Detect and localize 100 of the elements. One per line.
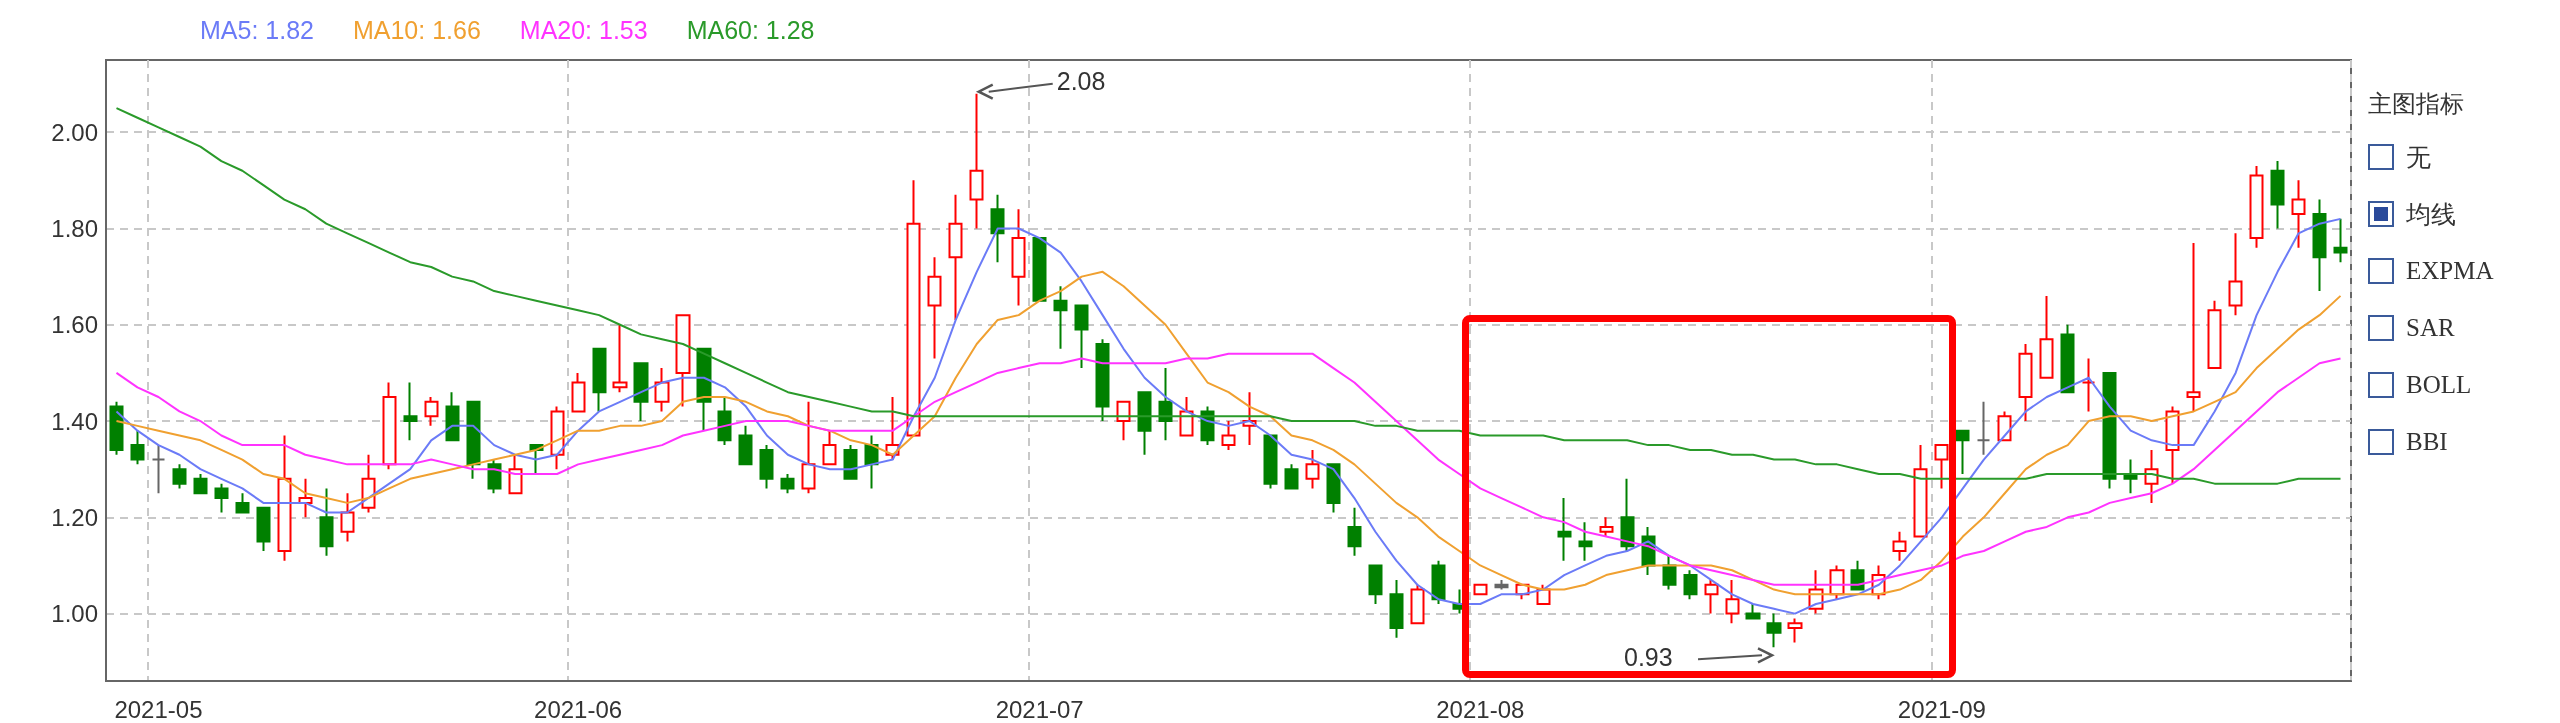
line-series bbox=[115, 352, 2342, 586]
candlestick bbox=[738, 424, 753, 466]
candlestick bbox=[1032, 237, 1047, 302]
candlestick bbox=[654, 367, 670, 413]
candlestick bbox=[2144, 448, 2159, 504]
candlestick bbox=[151, 444, 166, 495]
candlestick bbox=[1284, 463, 1299, 490]
text: EXPMA bbox=[2406, 257, 2494, 285]
candlestick bbox=[1494, 578, 1509, 591]
line-series bbox=[115, 270, 2342, 596]
candlestick bbox=[319, 487, 334, 557]
candlestick bbox=[1683, 569, 1698, 601]
text: MA20: 1.53 bbox=[519, 15, 648, 44]
text: MA10: 1.66 bbox=[352, 15, 481, 44]
candlestick bbox=[969, 92, 984, 230]
candlestick bbox=[403, 381, 418, 442]
text: 均线 bbox=[2406, 199, 2456, 230]
candlestick bbox=[466, 400, 481, 480]
candlestick bbox=[445, 391, 460, 442]
candlestick bbox=[906, 179, 921, 437]
annotation: 0.93 bbox=[1624, 642, 1673, 671]
candlestick bbox=[2249, 164, 2264, 249]
candlestick bbox=[2123, 458, 2138, 495]
text: 无 bbox=[2406, 142, 2431, 173]
candlestick bbox=[948, 193, 963, 321]
candlestick bbox=[571, 371, 586, 413]
candlestick bbox=[1620, 477, 1635, 553]
candlestick bbox=[1934, 444, 1949, 490]
candlestick bbox=[1074, 304, 1089, 370]
candlestick bbox=[864, 434, 879, 490]
candlestick bbox=[1955, 429, 1970, 475]
text: 主图指标 bbox=[2368, 89, 2465, 120]
x-tick-label: 2021-07 bbox=[995, 695, 1084, 723]
y-tick-label: 1.20 bbox=[51, 503, 98, 531]
text: SAR bbox=[2406, 314, 2455, 342]
candlestick bbox=[382, 381, 397, 471]
candlestick bbox=[508, 453, 523, 495]
candlestick bbox=[424, 395, 439, 427]
candlestick bbox=[2207, 299, 2222, 370]
candlestick bbox=[256, 506, 271, 553]
candlestick bbox=[2312, 198, 2327, 293]
candlestick bbox=[759, 444, 774, 490]
candlestick bbox=[2333, 217, 2348, 264]
candlestick bbox=[2228, 232, 2243, 317]
candlestick bbox=[1053, 285, 1068, 350]
text: MA60: 1.28 bbox=[686, 15, 815, 44]
x-tick-label: 2021-08 bbox=[1436, 695, 1525, 723]
x-tick-label: 2021-09 bbox=[1897, 695, 1986, 723]
candlestick bbox=[1473, 583, 1488, 596]
candlestick bbox=[2186, 241, 2201, 413]
candlestick bbox=[2081, 357, 2096, 413]
text: BOLL bbox=[2406, 371, 2472, 399]
candlestick bbox=[1892, 530, 1907, 562]
x-tick-label: 2021-05 bbox=[114, 695, 203, 723]
text: MA5: 1.82 bbox=[200, 15, 314, 44]
candlestick bbox=[1389, 578, 1404, 639]
candlestick bbox=[1850, 559, 1865, 591]
candlestick bbox=[550, 405, 565, 471]
candlestick bbox=[1704, 578, 1719, 615]
candlestick bbox=[780, 473, 795, 495]
candlestick bbox=[801, 400, 816, 495]
candlestick bbox=[1913, 444, 1928, 538]
candlestick bbox=[298, 477, 313, 519]
candlestick bbox=[1263, 434, 1278, 490]
candlestick bbox=[1011, 208, 1026, 307]
candlestick bbox=[2039, 294, 2054, 379]
candlestick bbox=[277, 434, 292, 562]
candlestick bbox=[109, 400, 124, 456]
candlestick bbox=[2165, 405, 2180, 485]
line-series bbox=[115, 107, 2342, 485]
candlestick bbox=[1976, 400, 1991, 456]
candlestick bbox=[2270, 160, 2285, 230]
candlestick bbox=[340, 492, 355, 543]
candlestick bbox=[1745, 602, 1761, 620]
candlestick bbox=[1095, 338, 1110, 423]
candlestick bbox=[487, 458, 502, 495]
candlestick bbox=[1599, 516, 1614, 538]
candlestick bbox=[592, 347, 607, 413]
annotation: 2.08 bbox=[1056, 67, 1106, 96]
candlestick bbox=[1410, 583, 1425, 625]
candlestick bbox=[822, 429, 837, 466]
candlestick bbox=[1305, 448, 1320, 490]
candlestick bbox=[1662, 554, 1677, 591]
candlestick bbox=[1137, 391, 1152, 456]
candlestick bbox=[2291, 179, 2306, 249]
candlestick bbox=[1158, 367, 1173, 442]
candlestick bbox=[843, 444, 858, 480]
y-tick-label: 1.40 bbox=[51, 407, 98, 435]
candlestick bbox=[1221, 420, 1236, 451]
candlestick bbox=[2102, 371, 2117, 490]
candlestick bbox=[1787, 617, 1803, 644]
line-series bbox=[115, 217, 2342, 615]
candlestick bbox=[130, 429, 145, 466]
y-tick-label: 2.00 bbox=[51, 118, 98, 146]
candlestick bbox=[1116, 400, 1131, 442]
candlestick bbox=[990, 193, 1005, 264]
candlestick bbox=[1326, 463, 1341, 514]
candlestick bbox=[717, 395, 732, 447]
candlestick bbox=[2060, 323, 2075, 394]
candlestick bbox=[214, 482, 229, 514]
